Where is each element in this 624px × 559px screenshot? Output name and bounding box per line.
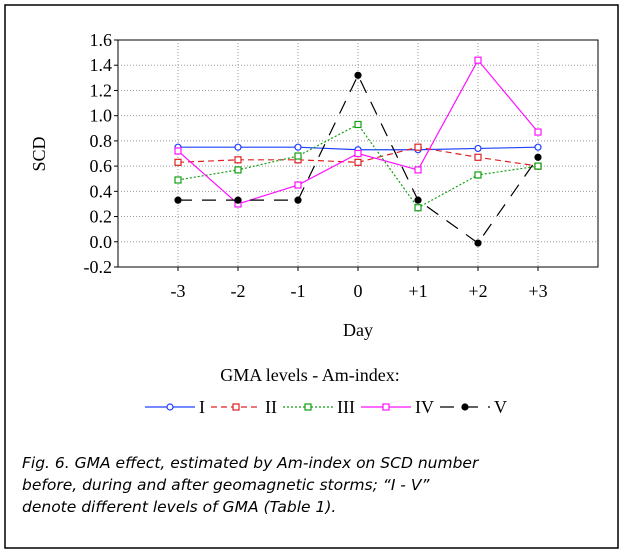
marker	[354, 149, 362, 158]
x-tick-label: +2	[468, 281, 487, 301]
marker	[534, 128, 542, 136]
marker	[414, 196, 422, 204]
legend-marker	[304, 403, 312, 411]
legend-label: IV	[415, 397, 434, 417]
x-axis-label: Day	[343, 320, 373, 340]
marker	[174, 176, 182, 184]
y-axis-label: SCD	[29, 136, 49, 171]
x-tick-label: 0	[354, 281, 363, 301]
legend-marker	[166, 403, 174, 411]
marker	[354, 71, 362, 79]
marker	[234, 196, 242, 204]
marker	[474, 144, 482, 153]
y-tick-label: 1.0	[90, 106, 113, 126]
x-tick-label: +1	[408, 281, 427, 301]
marker	[534, 162, 542, 170]
legend-marker	[461, 403, 469, 411]
x-tick-label: -1	[291, 281, 306, 301]
legend-label: V	[494, 397, 507, 417]
marker	[534, 153, 542, 161]
x-tick-label: -2	[231, 281, 246, 301]
marker	[534, 143, 542, 151]
marker	[474, 56, 482, 64]
y-tick-label: 0.4	[90, 181, 113, 201]
legend-marker	[382, 403, 390, 411]
marker	[174, 196, 182, 204]
marker	[414, 204, 422, 212]
marker	[414, 143, 422, 151]
legend-label: II	[265, 397, 277, 417]
marker	[474, 239, 482, 247]
marker	[354, 158, 362, 166]
y-tick-label: 1.2	[90, 80, 113, 100]
x-tick-label: +3	[528, 281, 547, 301]
caption-line: denote different levels of GMA (Table 1)…	[22, 498, 336, 516]
marker	[354, 120, 362, 129]
y-tick-label: -0.2	[84, 257, 113, 277]
y-tick-label: 0.2	[90, 207, 113, 227]
legend-label: I	[199, 397, 205, 417]
legend-label: III	[337, 397, 355, 417]
legend-marker	[232, 403, 240, 411]
marker	[174, 147, 182, 155]
y-tick-label: 1.4	[90, 55, 113, 75]
marker	[294, 152, 302, 160]
series-line	[177, 59, 539, 205]
marker	[294, 143, 302, 151]
y-tick-label: 0.8	[90, 131, 113, 151]
marker	[234, 156, 242, 164]
marker	[294, 196, 302, 204]
marker	[234, 143, 242, 151]
marker	[234, 166, 242, 174]
marker	[474, 171, 482, 179]
y-tick-label: 1.6	[90, 30, 113, 50]
y-tick-label: 0.6	[90, 156, 113, 176]
marker	[294, 181, 302, 189]
frame	[4, 4, 619, 549]
legend-title: GMA levels - Am-index:	[220, 365, 399, 385]
marker	[414, 166, 422, 174]
marker	[474, 153, 482, 161]
caption-line: Fig. 6. GMA effect, estimated by Am-inde…	[22, 454, 480, 472]
x-tick-label: -3	[171, 281, 186, 301]
y-tick-label: 0.0	[90, 232, 113, 252]
caption-line: before, during and after geomagnetic sto…	[22, 476, 430, 494]
marker	[174, 158, 182, 166]
